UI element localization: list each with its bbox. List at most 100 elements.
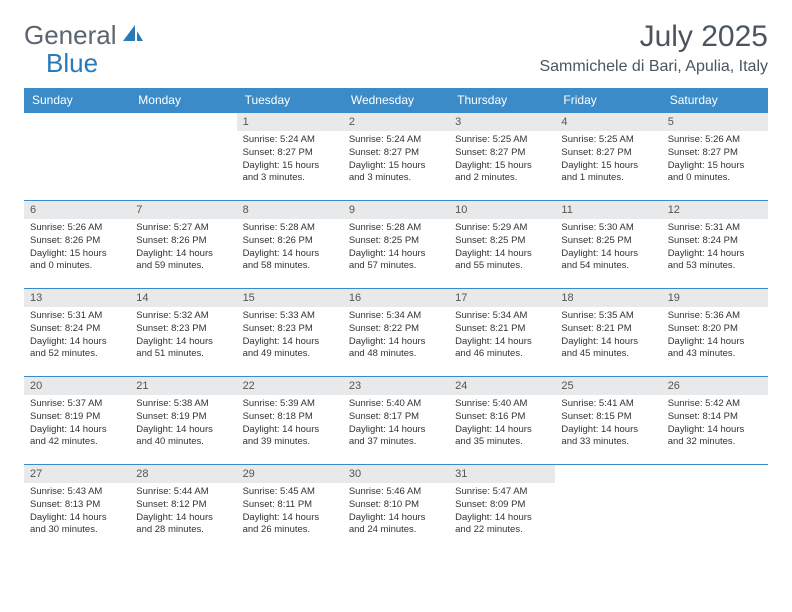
calendar-day-cell: 18Sunrise: 5:35 AMSunset: 8:21 PMDayligh… bbox=[555, 289, 661, 377]
weekday-header: Sunday bbox=[24, 88, 130, 113]
day-details: Sunrise: 5:28 AMSunset: 8:25 PMDaylight:… bbox=[343, 219, 449, 277]
calendar-week-row: 6Sunrise: 5:26 AMSunset: 8:26 PMDaylight… bbox=[24, 201, 768, 289]
calendar-day-cell: 3Sunrise: 5:25 AMSunset: 8:27 PMDaylight… bbox=[449, 113, 555, 201]
day-number: 28 bbox=[130, 465, 236, 483]
title-block: July 2025 Sammichele di Bari, Apulia, It… bbox=[539, 20, 768, 76]
day-details: Sunrise: 5:31 AMSunset: 8:24 PMDaylight:… bbox=[662, 219, 768, 277]
calendar-day-cell: 26Sunrise: 5:42 AMSunset: 8:14 PMDayligh… bbox=[662, 377, 768, 465]
day-details: Sunrise: 5:24 AMSunset: 8:27 PMDaylight:… bbox=[343, 131, 449, 189]
day-number: 30 bbox=[343, 465, 449, 483]
day-number: 9 bbox=[343, 201, 449, 219]
day-details: Sunrise: 5:33 AMSunset: 8:23 PMDaylight:… bbox=[237, 307, 343, 365]
day-details: Sunrise: 5:35 AMSunset: 8:21 PMDaylight:… bbox=[555, 307, 661, 365]
day-number: 16 bbox=[343, 289, 449, 307]
day-details: Sunrise: 5:42 AMSunset: 8:14 PMDaylight:… bbox=[662, 395, 768, 453]
day-number: 29 bbox=[237, 465, 343, 483]
day-number: 8 bbox=[237, 201, 343, 219]
day-number: 13 bbox=[24, 289, 130, 307]
calendar-empty-cell bbox=[662, 465, 768, 553]
calendar-day-cell: 2Sunrise: 5:24 AMSunset: 8:27 PMDaylight… bbox=[343, 113, 449, 201]
day-details: Sunrise: 5:27 AMSunset: 8:26 PMDaylight:… bbox=[130, 219, 236, 277]
day-details: Sunrise: 5:41 AMSunset: 8:15 PMDaylight:… bbox=[555, 395, 661, 453]
day-details: Sunrise: 5:28 AMSunset: 8:26 PMDaylight:… bbox=[237, 219, 343, 277]
calendar-day-cell: 14Sunrise: 5:32 AMSunset: 8:23 PMDayligh… bbox=[130, 289, 236, 377]
day-details: Sunrise: 5:39 AMSunset: 8:18 PMDaylight:… bbox=[237, 395, 343, 453]
weekday-header: Monday bbox=[130, 88, 236, 113]
calendar-day-cell: 13Sunrise: 5:31 AMSunset: 8:24 PMDayligh… bbox=[24, 289, 130, 377]
day-number: 4 bbox=[555, 113, 661, 131]
calendar-empty-cell bbox=[130, 113, 236, 201]
calendar-day-cell: 27Sunrise: 5:43 AMSunset: 8:13 PMDayligh… bbox=[24, 465, 130, 553]
calendar-day-cell: 6Sunrise: 5:26 AMSunset: 8:26 PMDaylight… bbox=[24, 201, 130, 289]
calendar-table: SundayMondayTuesdayWednesdayThursdayFrid… bbox=[24, 88, 768, 553]
calendar-day-cell: 20Sunrise: 5:37 AMSunset: 8:19 PMDayligh… bbox=[24, 377, 130, 465]
calendar-day-cell: 10Sunrise: 5:29 AMSunset: 8:25 PMDayligh… bbox=[449, 201, 555, 289]
day-details: Sunrise: 5:26 AMSunset: 8:27 PMDaylight:… bbox=[662, 131, 768, 189]
calendar-day-cell: 25Sunrise: 5:41 AMSunset: 8:15 PMDayligh… bbox=[555, 377, 661, 465]
day-number: 5 bbox=[662, 113, 768, 131]
weekday-header: Saturday bbox=[662, 88, 768, 113]
calendar-week-row: 27Sunrise: 5:43 AMSunset: 8:13 PMDayligh… bbox=[24, 465, 768, 553]
calendar-day-cell: 23Sunrise: 5:40 AMSunset: 8:17 PMDayligh… bbox=[343, 377, 449, 465]
day-number: 31 bbox=[449, 465, 555, 483]
logo: General bbox=[24, 20, 145, 51]
calendar-week-row: 13Sunrise: 5:31 AMSunset: 8:24 PMDayligh… bbox=[24, 289, 768, 377]
calendar-day-cell: 31Sunrise: 5:47 AMSunset: 8:09 PMDayligh… bbox=[449, 465, 555, 553]
logo-text-blue: Blue bbox=[46, 48, 98, 78]
calendar-day-cell: 5Sunrise: 5:26 AMSunset: 8:27 PMDaylight… bbox=[662, 113, 768, 201]
day-details: Sunrise: 5:36 AMSunset: 8:20 PMDaylight:… bbox=[662, 307, 768, 365]
header: General July 2025 Sammichele di Bari, Ap… bbox=[24, 20, 768, 76]
day-details: Sunrise: 5:24 AMSunset: 8:27 PMDaylight:… bbox=[237, 131, 343, 189]
day-number: 3 bbox=[449, 113, 555, 131]
day-number: 6 bbox=[24, 201, 130, 219]
calendar-day-cell: 12Sunrise: 5:31 AMSunset: 8:24 PMDayligh… bbox=[662, 201, 768, 289]
logo-sail-icon bbox=[121, 23, 145, 48]
calendar-week-row: 20Sunrise: 5:37 AMSunset: 8:19 PMDayligh… bbox=[24, 377, 768, 465]
day-number: 23 bbox=[343, 377, 449, 395]
calendar-day-cell: 17Sunrise: 5:34 AMSunset: 8:21 PMDayligh… bbox=[449, 289, 555, 377]
day-number: 24 bbox=[449, 377, 555, 395]
day-details: Sunrise: 5:34 AMSunset: 8:22 PMDaylight:… bbox=[343, 307, 449, 365]
calendar-empty-cell bbox=[555, 465, 661, 553]
day-details: Sunrise: 5:43 AMSunset: 8:13 PMDaylight:… bbox=[24, 483, 130, 541]
day-details: Sunrise: 5:29 AMSunset: 8:25 PMDaylight:… bbox=[449, 219, 555, 277]
day-number: 20 bbox=[24, 377, 130, 395]
day-number: 26 bbox=[662, 377, 768, 395]
calendar-day-cell: 11Sunrise: 5:30 AMSunset: 8:25 PMDayligh… bbox=[555, 201, 661, 289]
day-details: Sunrise: 5:40 AMSunset: 8:16 PMDaylight:… bbox=[449, 395, 555, 453]
day-details: Sunrise: 5:46 AMSunset: 8:10 PMDaylight:… bbox=[343, 483, 449, 541]
day-number: 7 bbox=[130, 201, 236, 219]
day-number: 10 bbox=[449, 201, 555, 219]
day-number: 15 bbox=[237, 289, 343, 307]
day-details: Sunrise: 5:47 AMSunset: 8:09 PMDaylight:… bbox=[449, 483, 555, 541]
calendar-day-cell: 19Sunrise: 5:36 AMSunset: 8:20 PMDayligh… bbox=[662, 289, 768, 377]
day-details: Sunrise: 5:40 AMSunset: 8:17 PMDaylight:… bbox=[343, 395, 449, 453]
calendar-day-cell: 4Sunrise: 5:25 AMSunset: 8:27 PMDaylight… bbox=[555, 113, 661, 201]
calendar-day-cell: 21Sunrise: 5:38 AMSunset: 8:19 PMDayligh… bbox=[130, 377, 236, 465]
day-details: Sunrise: 5:34 AMSunset: 8:21 PMDaylight:… bbox=[449, 307, 555, 365]
day-details: Sunrise: 5:44 AMSunset: 8:12 PMDaylight:… bbox=[130, 483, 236, 541]
calendar-week-row: 1Sunrise: 5:24 AMSunset: 8:27 PMDaylight… bbox=[24, 113, 768, 201]
logo-text-general: General bbox=[24, 20, 117, 51]
month-title: July 2025 bbox=[539, 20, 768, 54]
location-text: Sammichele di Bari, Apulia, Italy bbox=[539, 58, 768, 76]
day-number: 19 bbox=[662, 289, 768, 307]
day-number: 12 bbox=[662, 201, 768, 219]
calendar-day-cell: 30Sunrise: 5:46 AMSunset: 8:10 PMDayligh… bbox=[343, 465, 449, 553]
day-details: Sunrise: 5:25 AMSunset: 8:27 PMDaylight:… bbox=[449, 131, 555, 189]
weekday-header: Thursday bbox=[449, 88, 555, 113]
day-details: Sunrise: 5:31 AMSunset: 8:24 PMDaylight:… bbox=[24, 307, 130, 365]
day-number: 25 bbox=[555, 377, 661, 395]
day-details: Sunrise: 5:45 AMSunset: 8:11 PMDaylight:… bbox=[237, 483, 343, 541]
day-number: 2 bbox=[343, 113, 449, 131]
calendar-day-cell: 1Sunrise: 5:24 AMSunset: 8:27 PMDaylight… bbox=[237, 113, 343, 201]
calendar-day-cell: 16Sunrise: 5:34 AMSunset: 8:22 PMDayligh… bbox=[343, 289, 449, 377]
day-details: Sunrise: 5:37 AMSunset: 8:19 PMDaylight:… bbox=[24, 395, 130, 453]
day-details: Sunrise: 5:32 AMSunset: 8:23 PMDaylight:… bbox=[130, 307, 236, 365]
day-details: Sunrise: 5:30 AMSunset: 8:25 PMDaylight:… bbox=[555, 219, 661, 277]
day-details: Sunrise: 5:25 AMSunset: 8:27 PMDaylight:… bbox=[555, 131, 661, 189]
day-number: 14 bbox=[130, 289, 236, 307]
day-number: 11 bbox=[555, 201, 661, 219]
weekday-header: Wednesday bbox=[343, 88, 449, 113]
calendar-header-row: SundayMondayTuesdayWednesdayThursdayFrid… bbox=[24, 88, 768, 113]
